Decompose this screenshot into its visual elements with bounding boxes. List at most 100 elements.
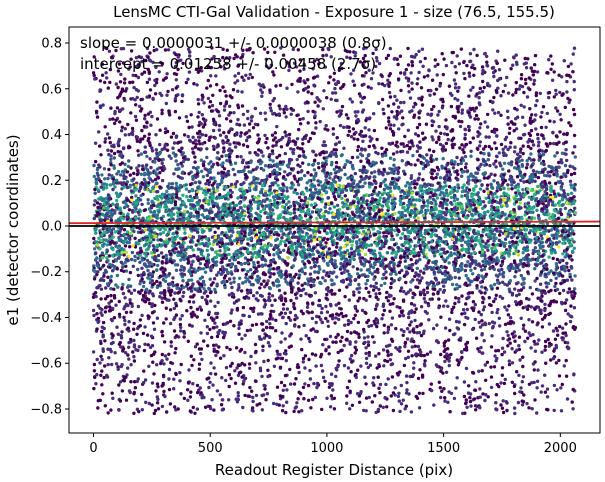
data-point: [417, 70, 421, 75]
data-point: [107, 167, 111, 172]
data-point: [132, 390, 136, 395]
data-point: [395, 233, 399, 237]
data-point: [277, 403, 281, 407]
data-point: [311, 252, 315, 257]
data-point: [484, 378, 488, 382]
data-point: [169, 340, 173, 344]
data-point: [243, 165, 247, 169]
data-point: [409, 257, 413, 262]
data-point: [331, 132, 336, 136]
data-point: [522, 132, 527, 137]
data-point: [546, 170, 550, 174]
data-point: [301, 142, 305, 146]
data-point: [521, 257, 526, 261]
data-point: [429, 280, 434, 284]
data-point: [171, 207, 175, 211]
data-point: [92, 313, 96, 318]
data-point: [419, 86, 424, 90]
data-point: [452, 252, 457, 256]
data-point: [167, 352, 171, 356]
data-point: [478, 164, 482, 169]
data-point: [121, 291, 126, 296]
data-point: [440, 164, 444, 168]
data-point: [532, 368, 536, 372]
data-point: [290, 290, 294, 294]
data-point: [156, 397, 160, 402]
data-point: [139, 172, 143, 176]
data-point: [486, 158, 490, 162]
data-point: [313, 291, 318, 295]
data-point: [312, 131, 316, 136]
data-point: [263, 384, 267, 388]
data-point: [249, 354, 253, 359]
data-point: [438, 81, 443, 86]
data-point: [412, 303, 417, 307]
data-point: [453, 86, 458, 90]
data-point: [356, 200, 360, 205]
data-point: [485, 54, 489, 59]
data-point: [111, 227, 116, 231]
data-point: [215, 82, 219, 87]
data-point: [477, 320, 481, 325]
data-point: [366, 365, 370, 370]
data-point: [363, 126, 367, 130]
data-point: [463, 154, 468, 159]
data-point: [349, 231, 353, 235]
data-point: [146, 112, 151, 116]
data-point: [120, 389, 125, 393]
data-point: [163, 293, 167, 297]
data-point: [310, 210, 315, 214]
data-point: [174, 408, 178, 412]
data-point: [386, 53, 391, 58]
data-point: [224, 365, 229, 370]
data-point: [279, 145, 284, 149]
data-point: [179, 161, 183, 165]
data-point: [272, 73, 276, 77]
data-point: [256, 260, 260, 265]
data-point: [385, 290, 389, 295]
data-point: [392, 297, 396, 301]
data-point: [391, 391, 396, 395]
data-point: [500, 366, 505, 370]
data-point: [169, 293, 173, 297]
data-point: [449, 352, 453, 357]
data-point: [478, 187, 483, 191]
data-point: [540, 350, 544, 354]
data-point: [112, 143, 116, 147]
data-point: [140, 202, 144, 207]
data-point: [143, 113, 147, 118]
data-point: [411, 144, 415, 148]
data-point: [338, 232, 342, 236]
data-point: [464, 162, 468, 166]
data-point: [532, 78, 537, 83]
data-point: [535, 386, 539, 390]
data-point: [368, 185, 372, 189]
data-point: [128, 173, 132, 177]
data-point: [467, 71, 471, 75]
data-point: [296, 287, 301, 291]
data-point: [555, 151, 559, 155]
data-point: [441, 72, 445, 77]
data-point: [332, 264, 336, 268]
data-point: [198, 142, 202, 146]
data-point: [134, 241, 138, 245]
data-point: [210, 335, 214, 340]
data-point: [161, 230, 165, 235]
data-point: [296, 183, 301, 187]
data-point: [501, 336, 505, 341]
data-point: [509, 141, 513, 145]
data-point: [366, 85, 370, 89]
data-point: [444, 370, 449, 374]
data-point: [108, 140, 113, 145]
data-point: [241, 158, 245, 162]
data-point: [180, 146, 184, 150]
data-point: [174, 159, 178, 163]
data-point: [206, 96, 211, 101]
data-point: [515, 236, 520, 240]
data-point: [310, 316, 315, 321]
data-point: [229, 202, 233, 206]
data-point: [531, 73, 535, 77]
data-point: [328, 207, 332, 211]
data-point: [220, 178, 224, 182]
data-point: [573, 206, 577, 210]
